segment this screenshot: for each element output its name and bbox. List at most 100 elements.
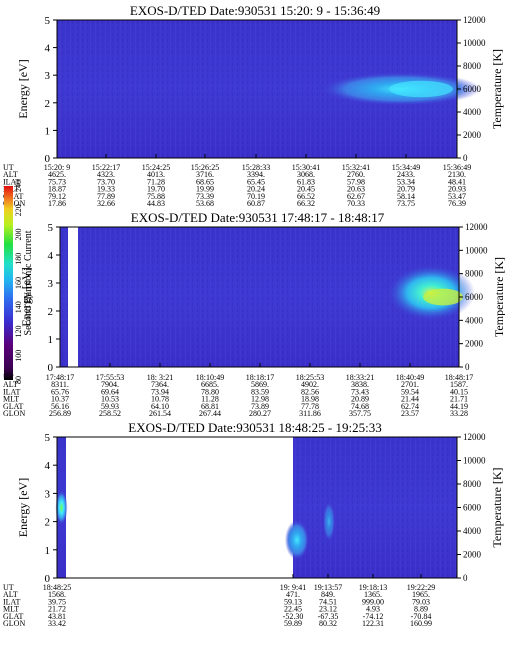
table-cell: 19: 9:41 [280,583,306,592]
y2-tick-label: 2000 [463,130,482,140]
table-cell: 999.00 [362,597,384,606]
table-cell: 6685. [201,380,219,389]
table-cell: 83.59 [251,387,269,396]
colorbar-tick-label: 80 [14,376,23,384]
y2-tick-label: 6000 [463,84,482,94]
table-cell: 57.98 [347,177,365,186]
table-row-label: GLON [3,409,25,418]
table-cell: 15:34:49 [392,163,420,172]
table-cell: 22.45 [284,605,302,614]
table-cell: 77.89 [97,192,115,201]
y-tick-label: 5 [45,432,51,444]
table-cell: 267.44 [199,409,221,418]
panel-3: EXOS-D/TED Date:930531 18:48:25 - 19:25:… [3,420,504,628]
y2-tick-label: 12000 [463,15,486,25]
table-row-label: ALT [3,590,18,599]
table-cell: 79.12 [48,192,66,201]
table-cell: 15:36:49 [443,163,471,172]
colorbar-tick-label: 140 [14,301,23,313]
table-cell: 70.33 [347,199,365,208]
table-cell: 10.53 [101,395,119,404]
table-cell: 53.68 [196,199,214,208]
table-cell: 18:48:25 [43,583,71,592]
heatmap-gap [68,227,78,367]
table-cell: 1568. [48,590,66,599]
y-tick-label: 3 [45,488,51,500]
heatmap-area [55,437,457,578]
table-cell: 8.89 [414,605,428,614]
table-cell: 48.41 [448,177,466,186]
table-cell: 32.66 [97,199,115,208]
table-cell: 73.75 [397,199,415,208]
y2-axis-label: Temperature [K] [490,49,504,129]
table-cell: 15:22:17 [92,163,120,172]
table-cell: 1965. [412,590,430,599]
table-cell: 71.28 [147,177,165,186]
table-cell: 62.67 [347,192,365,201]
table-cell: 59.93 [101,402,119,411]
y2-tick-label: 6000 [465,292,484,302]
table-cell: 80.32 [319,619,337,628]
table-row-label: ILAT [3,387,20,396]
y-tick-label: 3 [45,70,51,82]
table-cell: 82.56 [301,387,319,396]
table-cell: 76.39 [448,199,466,208]
table-cell: 69.64 [101,387,119,396]
table-cell: 66.52 [297,192,315,201]
chart-title: EXOS-D/TED Date:930531 17:48:17 - 18:48:… [131,210,385,225]
table-cell: 280.27 [249,409,271,418]
table-row-label: GLAT [3,192,24,201]
table-cell: 59.54 [401,387,419,396]
table-cell: 21.72 [48,605,66,614]
y-tick-label: 2 [45,517,51,529]
table-row-label: GLON [3,619,25,628]
table-cell: 62.74 [401,402,419,411]
chart-title: EXOS-D/TED Date:930531 18:48:25 - 19:25:… [128,420,381,435]
y2-tick-label: 0 [465,362,470,372]
table-cell: 65.76 [51,387,69,396]
table-cell: 8311. [51,380,69,389]
table-cell: 66.32 [297,199,315,208]
y-tick-label: 5 [48,222,54,234]
table-cell: 15:32:41 [342,163,370,172]
panel-2: EXOS-D/TED Date:930531 17:48:17 - 18:48:… [3,210,505,418]
table-row-label: GLAT [3,402,24,411]
table-cell: -70.84 [411,612,432,621]
table-cell: 19:13:57 [314,583,342,592]
table-cell: 33.42 [48,619,66,628]
table-row-label: ALT [3,170,18,179]
table-cell: 59.13 [284,597,302,606]
colorbar-label: Second Harmonic Current [23,230,34,335]
y-tick-label: 4 [45,460,51,472]
table-cell: 68.65 [196,177,214,186]
table-cell: 15:30:41 [292,163,320,172]
table-cell: 65.45 [247,177,265,186]
table-cell: 15:26:25 [191,163,219,172]
table-row-label: GLAT [3,612,24,621]
table-row-label: ILAT [3,597,20,606]
y2-tick-label: 6000 [463,503,482,513]
colorbar-tick-label: 160 [14,277,23,289]
table-cell: 20.79 [397,185,415,194]
table-cell: 23.57 [401,409,419,418]
table-cell: 20.63 [347,185,365,194]
heatmap-hot-core [389,80,453,98]
y-tick-label: 0 [48,362,54,374]
table-cell: 3068. [297,170,315,179]
table-cell: -67.35 [318,612,339,621]
table-cell: 1587. [450,380,468,389]
table-cell: 122.31 [362,619,384,628]
table-cell: 471. [286,590,300,599]
table-cell: 20.89 [351,395,369,404]
table-cell: 10.37 [51,395,69,404]
table-cell: 4902. [301,380,319,389]
heatmap-texture [293,437,457,578]
table-cell: 40.15 [450,387,468,396]
table-cell: 357.75 [349,409,371,418]
y-tick-label: 1 [48,334,54,346]
colorbar: 80 100 120 140 160 180 200 220 240 Second Harmon… [4,180,34,384]
y-tick-label: 1 [45,125,51,137]
colorbar-tick-label: 100 [14,350,23,362]
colorbar-tick-label: 220 [14,204,23,216]
table-cell: 17:55:53 [96,373,124,382]
